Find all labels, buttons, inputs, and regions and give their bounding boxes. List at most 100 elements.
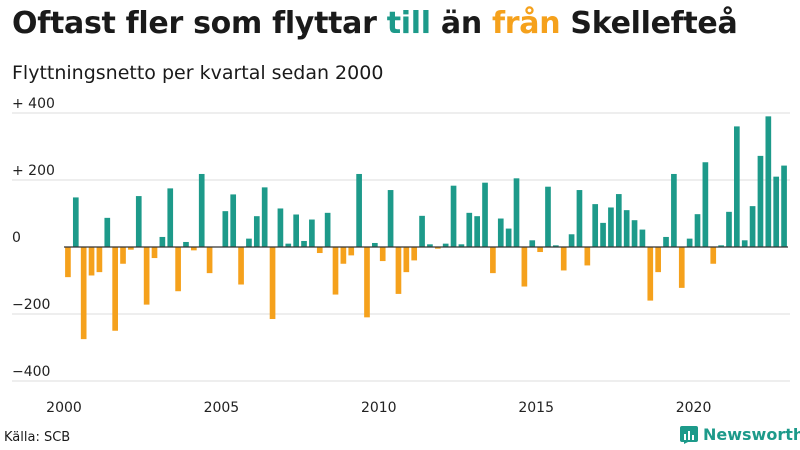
bar-2010-q1[interactable] xyxy=(379,247,386,262)
y-tick-label: −200 xyxy=(12,297,50,313)
bar-2003-q1[interactable] xyxy=(159,236,166,247)
bar-2021-q3[interactable] xyxy=(741,240,748,247)
bar-2017-q3[interactable] xyxy=(615,194,622,247)
bar-2009-q1[interactable] xyxy=(348,247,355,256)
bar-2011-q3[interactable] xyxy=(427,244,433,247)
bar-2009-q2[interactable] xyxy=(356,173,362,247)
bar-2021-q1[interactable] xyxy=(726,211,732,247)
bar-2012-q2[interactable] xyxy=(450,185,457,247)
bar-2000-q4[interactable] xyxy=(88,247,95,276)
bar-2022-q1[interactable] xyxy=(757,155,764,247)
bar-2012-q4[interactable] xyxy=(466,212,473,247)
bar-2005-q1[interactable] xyxy=(222,211,229,247)
bar-2010-q2[interactable] xyxy=(387,190,394,247)
bar-2011-q2[interactable] xyxy=(419,215,425,247)
bar-2020-q1[interactable] xyxy=(694,214,701,247)
bar-2002-q3[interactable] xyxy=(143,247,150,305)
bar-2013-q1[interactable] xyxy=(474,216,480,247)
bar-2003-q4[interactable] xyxy=(183,241,189,247)
bar-2004-q3[interactable] xyxy=(206,247,213,274)
x-tick-label: 2010 xyxy=(361,400,397,416)
bar-2014-q1[interactable] xyxy=(505,228,512,247)
bar-2006-q2[interactable] xyxy=(261,187,268,247)
bar-2002-q4[interactable] xyxy=(151,247,158,259)
bar-2018-q2[interactable] xyxy=(639,229,646,247)
bar-2011-q1[interactable] xyxy=(411,247,418,261)
bar-2022-q3[interactable] xyxy=(773,176,780,247)
bar-2018-q1[interactable] xyxy=(631,220,638,247)
bar-2017-q2[interactable] xyxy=(608,207,614,247)
bar-2020-q4[interactable] xyxy=(718,245,724,247)
bar-2018-q3[interactable] xyxy=(647,247,654,301)
bar-2014-q3[interactable] xyxy=(521,247,528,287)
bar-2000-q3[interactable] xyxy=(80,247,87,340)
bar-2013-q3[interactable] xyxy=(490,247,496,274)
bar-2009-q3[interactable] xyxy=(364,247,370,318)
bar-2005-q2[interactable] xyxy=(230,194,237,247)
bar-2007-q1[interactable] xyxy=(285,243,292,247)
bar-2005-q3[interactable] xyxy=(238,247,244,285)
bar-2018-q4[interactable] xyxy=(655,247,661,273)
bar-2007-q4[interactable] xyxy=(309,219,315,247)
bars xyxy=(65,116,787,340)
bar-2016-q4[interactable] xyxy=(592,204,599,247)
bar-2020-q2[interactable] xyxy=(702,162,709,247)
bar-2019-q1[interactable] xyxy=(663,236,669,247)
bar-2019-q3[interactable] xyxy=(678,247,685,288)
bar-2004-q1[interactable] xyxy=(191,247,197,251)
bar-2013-q4[interactable] xyxy=(497,218,504,247)
bar-2015-q1[interactable] xyxy=(537,247,543,253)
bar-2006-q4[interactable] xyxy=(277,208,284,247)
x-tick-label: 2020 xyxy=(676,400,712,416)
bar-2019-q4[interactable] xyxy=(686,238,693,248)
bar-2012-q3[interactable] xyxy=(458,244,465,247)
bar-2017-q4[interactable] xyxy=(623,210,630,247)
grid-lines xyxy=(12,112,790,382)
brand-name: Newsworthy xyxy=(703,425,800,444)
bar-2015-q2[interactable] xyxy=(545,186,551,247)
bar-2020-q3[interactable] xyxy=(710,247,717,264)
title-highlight-till: till xyxy=(386,6,431,41)
bar-2021-q2[interactable] xyxy=(734,126,740,247)
bar-2008-q3[interactable] xyxy=(332,247,339,295)
bar-2002-q2[interactable] xyxy=(135,196,142,247)
bar-2015-q3[interactable] xyxy=(553,245,559,247)
bar-2001-q3[interactable] xyxy=(112,247,118,331)
bar-2001-q4[interactable] xyxy=(120,247,126,264)
bar-2007-q3[interactable] xyxy=(301,240,307,247)
bar-2004-q2[interactable] xyxy=(198,173,205,247)
bar-2005-q4[interactable] xyxy=(246,238,252,248)
bar-2010-q4[interactable] xyxy=(403,247,410,273)
bar-2006-q1[interactable] xyxy=(253,216,260,247)
bar-2017-q1[interactable] xyxy=(600,222,606,247)
bar-2022-q2[interactable] xyxy=(765,116,772,247)
bar-2013-q2[interactable] xyxy=(482,182,488,247)
bar-2011-q4[interactable] xyxy=(434,247,441,249)
bar-2016-q1[interactable] xyxy=(568,234,575,247)
bar-2001-q1[interactable] xyxy=(96,247,103,273)
bar-2008-q1[interactable] xyxy=(316,247,323,254)
bar-2003-q3[interactable] xyxy=(175,247,181,292)
bar-2014-q2[interactable] xyxy=(513,178,520,247)
bar-2015-q4[interactable] xyxy=(560,247,567,271)
bar-2010-q3[interactable] xyxy=(395,247,402,294)
bar-2022-q4[interactable] xyxy=(781,165,787,247)
bar-2006-q3[interactable] xyxy=(269,247,276,320)
bar-2016-q3[interactable] xyxy=(584,247,591,266)
bar-2012-q1[interactable] xyxy=(442,243,449,247)
bar-2007-q2[interactable] xyxy=(293,214,299,248)
bar-2002-q1[interactable] xyxy=(128,247,134,250)
bar-2014-q4[interactable] xyxy=(529,240,536,247)
bar-2021-q4[interactable] xyxy=(749,206,756,247)
bar-2003-q2[interactable] xyxy=(167,188,174,248)
bar-2000-q2[interactable] xyxy=(72,197,79,247)
bar-2001-q2[interactable] xyxy=(104,217,111,247)
bar-2000-q1[interactable] xyxy=(65,247,71,278)
y-tick-label: + 400 xyxy=(12,96,55,112)
bar-2008-q4[interactable] xyxy=(340,247,347,264)
bar-2008-q2[interactable] xyxy=(324,212,331,247)
brand-logo[interactable]: Newsworthy xyxy=(680,425,800,444)
bar-2019-q2[interactable] xyxy=(671,173,677,247)
bar-2009-q4[interactable] xyxy=(372,242,378,247)
bar-2016-q2[interactable] xyxy=(576,190,583,247)
